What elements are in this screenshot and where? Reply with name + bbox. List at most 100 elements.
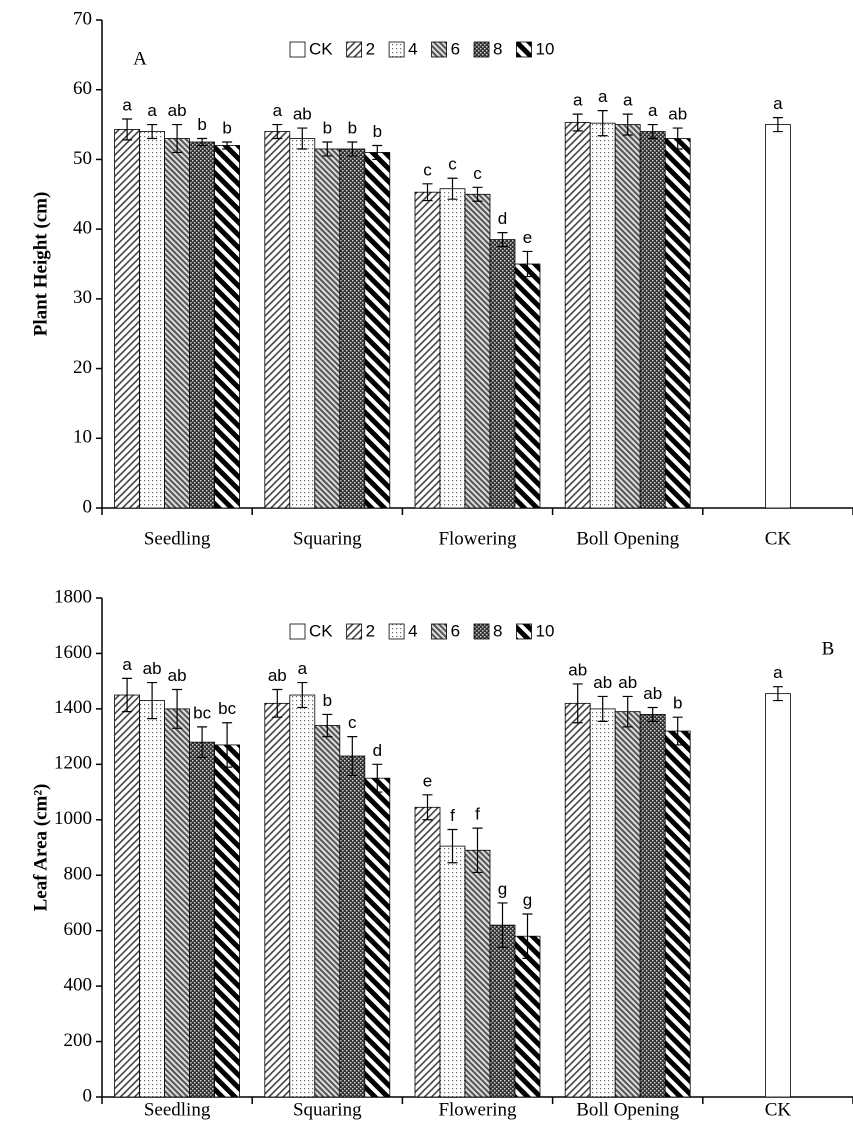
bar — [514, 935, 541, 1098]
bar — [589, 122, 616, 509]
x-tick-label: CK — [765, 1099, 792, 1120]
bar — [164, 138, 191, 509]
legend-swatch — [516, 41, 532, 58]
bar — [664, 138, 691, 509]
legend-label: 8 — [493, 39, 502, 58]
bar — [164, 708, 191, 1098]
x-tick-label: Squaring — [293, 1099, 362, 1120]
legend-label: 10 — [536, 621, 555, 640]
error-bar — [672, 716, 683, 746]
error-bar — [272, 688, 283, 718]
significance-label: ab — [668, 105, 687, 124]
bar — [214, 145, 241, 509]
legend-swatch — [346, 41, 363, 58]
bar — [314, 725, 341, 1098]
bar — [139, 131, 166, 509]
error-bar — [372, 763, 383, 793]
bar — [414, 191, 441, 509]
x-tick-label: Boll Opening — [576, 528, 679, 549]
significance-label: a — [122, 655, 132, 674]
error-bar — [597, 110, 608, 137]
bar — [114, 129, 140, 509]
bar — [364, 152, 391, 509]
y-tick-label: 0 — [83, 496, 93, 517]
error-bar — [497, 902, 508, 948]
x-tick-label: Flowering — [438, 1099, 517, 1120]
y-tick-label: 400 — [64, 974, 93, 995]
bar — [464, 849, 491, 1098]
significance-label: c — [423, 160, 432, 179]
legend-swatch — [289, 623, 306, 640]
legend-label: 6 — [451, 39, 460, 58]
significance-label: a — [147, 101, 157, 120]
y-tick-label: 30 — [73, 287, 92, 308]
x-tick-label: Squaring — [293, 528, 362, 549]
significance-label: ab — [293, 105, 312, 124]
significance-label: b — [673, 694, 682, 713]
significance-label: a — [298, 659, 308, 678]
error-bar — [372, 144, 383, 161]
x-tick-label: Seedling — [144, 528, 211, 549]
y-tick-label: 1200 — [54, 753, 92, 774]
significance-label: a — [573, 91, 583, 110]
legend-swatch — [388, 41, 405, 58]
bar — [639, 714, 666, 1098]
bar — [639, 131, 666, 509]
significance-label: a — [122, 95, 132, 114]
error-bar — [347, 141, 358, 157]
y-axis-title: Plant Height (cm) — [30, 192, 51, 337]
significance-label: e — [423, 771, 432, 790]
error-bar — [222, 722, 233, 768]
error-bar — [647, 123, 658, 140]
x-tick-label: Flowering — [438, 528, 517, 549]
error-bar — [172, 688, 183, 729]
bar — [614, 711, 641, 1098]
error-bar — [197, 137, 208, 147]
significance-label: ab — [568, 660, 587, 679]
x-tick-label: Seedling — [144, 1099, 211, 1120]
significance-label: b — [323, 118, 332, 137]
bar — [114, 694, 140, 1098]
legend-swatch — [473, 623, 490, 640]
significance-label: g — [523, 891, 532, 910]
legend-label: CK — [309, 621, 333, 640]
error-bar — [297, 681, 308, 709]
significance-label: a — [623, 91, 633, 110]
bar — [464, 193, 491, 509]
bar — [189, 141, 216, 509]
significance-label: d — [498, 209, 507, 228]
bar — [564, 122, 591, 509]
y-tick-label: 20 — [73, 357, 92, 378]
significance-label: bc — [193, 703, 211, 722]
bar — [765, 124, 791, 509]
bar — [264, 702, 291, 1098]
error-bar — [572, 683, 583, 724]
error-bar — [297, 127, 308, 150]
error-bar — [472, 186, 483, 202]
error-bar — [172, 123, 183, 154]
bar — [314, 148, 341, 509]
significance-label: a — [773, 94, 783, 113]
error-bar — [122, 118, 133, 141]
bar — [489, 239, 516, 509]
bar — [489, 924, 516, 1098]
y-tick-label: 1000 — [54, 808, 92, 829]
significance-label: f — [450, 806, 455, 825]
bar — [339, 755, 366, 1098]
legend-label: 4 — [408, 39, 417, 58]
error-bar — [672, 127, 683, 150]
significance-label: ab — [143, 659, 162, 678]
error-bar — [597, 695, 608, 722]
y-tick-label: 1400 — [54, 697, 92, 718]
panel-label: B — [822, 638, 835, 659]
y-tick-label: 0 — [83, 1085, 93, 1106]
significance-label: b — [348, 118, 357, 137]
error-bar — [622, 695, 633, 728]
legend-label: 2 — [366, 39, 375, 58]
significance-label: bc — [218, 699, 236, 718]
error-bar — [447, 177, 458, 200]
bar — [414, 806, 441, 1098]
legend-label: 6 — [451, 621, 460, 640]
error-bar — [497, 232, 508, 248]
error-bar — [347, 736, 358, 777]
